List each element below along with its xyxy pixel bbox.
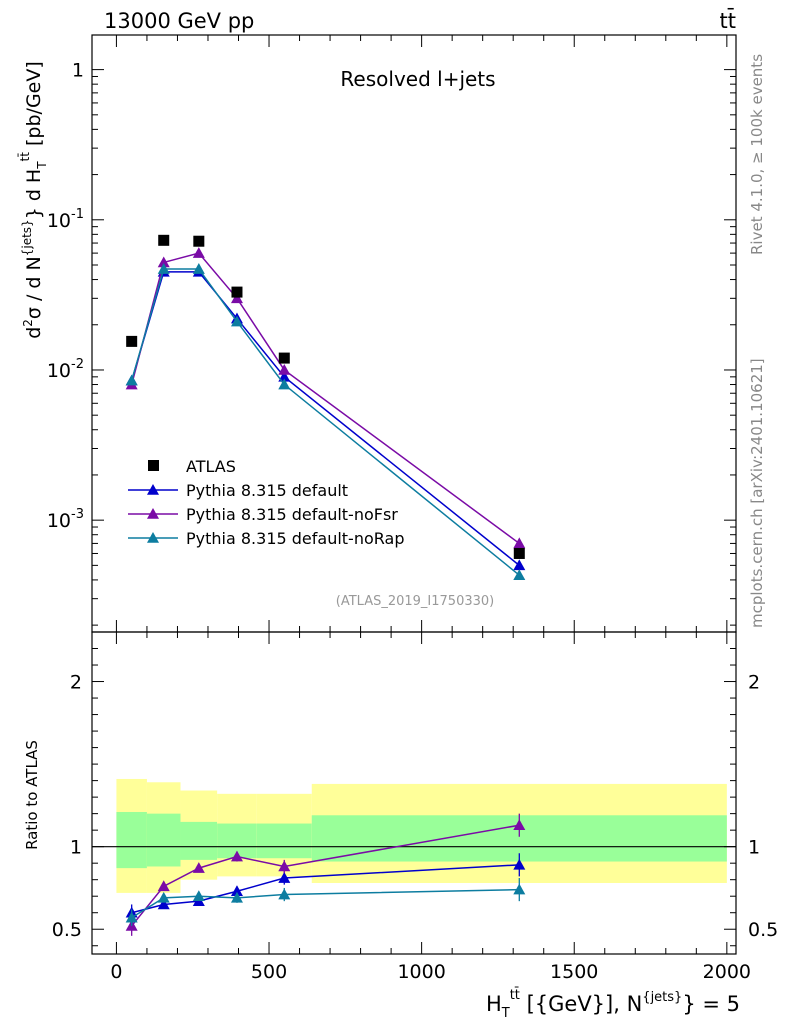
ratio-marker: [278, 872, 291, 883]
ratio-marker: [192, 862, 205, 873]
x-tick-label: 500: [251, 961, 287, 983]
legend-label: Pythia 8.315 default-noRap: [186, 529, 404, 548]
series-marker: [513, 569, 526, 581]
y-tick-label: 10-2: [47, 357, 84, 382]
legend-label: Pythia 8.315 default-noFsr: [186, 505, 398, 524]
analysis-tag: (ATLAS_2019_I1750330): [336, 594, 494, 609]
x-tick-label: 2000: [703, 961, 751, 983]
y-tick-label-right: 2: [748, 672, 760, 694]
uncertainty-band-inner: [146, 813, 181, 867]
ratio-marker: [513, 858, 526, 870]
rivet-label: Rivet 4.1.0, ≥ 100k events: [748, 54, 766, 255]
legend-label: Pythia 8.315 default: [186, 481, 348, 500]
svg-text:HTtt̄ [{GeV}], N{jets}} = 5: HTtt̄ [{GeV}], N{jets}} = 5: [486, 988, 740, 1021]
y-tick-label: 10-1: [47, 207, 84, 232]
series-marker: [513, 537, 526, 549]
uncertainty-band-inner: [180, 821, 218, 860]
data-point: [513, 547, 525, 559]
uncertainty-band-inner: [256, 823, 312, 859]
ratio-series-2: [125, 878, 526, 926]
uncertainty-band-inner: [116, 811, 147, 869]
chart-title: Resolved l+jets: [340, 67, 495, 91]
ratio-marker: [513, 883, 526, 895]
ratio-marker: [230, 850, 243, 862]
energy-label: 13000 GeV pp: [104, 9, 254, 33]
legend-marker: [147, 532, 159, 543]
ratio-panel: 0.5 0.5 1 1 2 2 0 500 1000 1500 2000 Ratio to ATLA…: [23, 631, 778, 1021]
x-tick-label: 1500: [550, 961, 598, 983]
ratio-y-axis-label: Ratio to ATLAS: [23, 740, 41, 850]
process-label: tt̄: [720, 8, 736, 33]
ratio-marker: [125, 911, 138, 923]
series-marker: [157, 256, 170, 268]
y-tick-label: 1: [70, 837, 82, 859]
series-marker: [278, 370, 291, 382]
ratio-marker: [513, 819, 526, 830]
series-line: [130, 268, 520, 576]
y-tick-label-right: 1: [748, 837, 760, 859]
ratio-marker: [192, 890, 205, 902]
ratio-marker: [157, 880, 170, 892]
ratio-marker: [230, 891, 243, 903]
ratio-line: [131, 824, 520, 927]
series-marker: [278, 363, 291, 375]
series-2: [125, 263, 526, 581]
series-marker: [230, 315, 243, 327]
legend-label: ATLAS: [186, 457, 236, 476]
y-tick-label: 2: [70, 672, 82, 694]
legend-marker: [147, 484, 159, 495]
y-tick-label: 10-3: [47, 507, 84, 532]
data-point: [193, 235, 205, 247]
ratio-frame: [91, 631, 737, 955]
series-marker: [157, 263, 170, 274]
series-1: [125, 247, 526, 549]
x-tick-label: 1000: [397, 961, 445, 983]
data-point: [158, 234, 170, 246]
ratio-marker: [157, 898, 170, 910]
series-line: [130, 252, 520, 545]
series-marker: [278, 378, 291, 390]
data-point: [231, 286, 243, 298]
svg-text:d2σ / d N{jets}} d HTtt̄ [pb/G: d2σ / d N{jets}} d HTtt̄ [pb/GeV]: [18, 61, 49, 339]
ratio-marker: [278, 860, 291, 872]
legend-marker: [148, 460, 159, 471]
y-tick-label: 0.5: [52, 919, 82, 941]
legend-marker: [147, 508, 159, 519]
ratio-line: [131, 888, 520, 919]
main-panel: 1 10-1 10-2 10-3 Resolved l+jets (ATLAS_201…: [18, 34, 737, 633]
y-tick-label-right: 0.5: [748, 919, 778, 941]
ratio-marker: [278, 888, 291, 900]
x-axis-label: HTtt̄ [{GeV}], N{jets}} = 5: [486, 988, 740, 1021]
series-marker: [125, 374, 138, 386]
y-tick-label: 1: [72, 60, 84, 82]
data-point: [126, 335, 138, 347]
ratio-marker: [230, 885, 243, 897]
main-y-axis-label: d2σ / d N{jets}} d HTtt̄ [pb/GeV]: [18, 61, 49, 339]
ratio-marker: [157, 891, 170, 903]
ratio-series-1: [125, 813, 526, 936]
series-marker: [230, 292, 243, 304]
legend: ATLAS Pythia 8.315 default Pythia 8.315 de…: [128, 457, 404, 548]
atlas-data: [126, 234, 525, 559]
x-tick-label: 0: [110, 961, 122, 983]
series-marker: [192, 263, 205, 274]
mcplots-label: mcplots.cern.ch [arXiv:2401.10621]: [748, 358, 766, 628]
data-point: [278, 352, 290, 364]
ratio-line: [131, 864, 520, 914]
series-marker: [513, 559, 526, 571]
series-marker: [192, 247, 205, 258]
